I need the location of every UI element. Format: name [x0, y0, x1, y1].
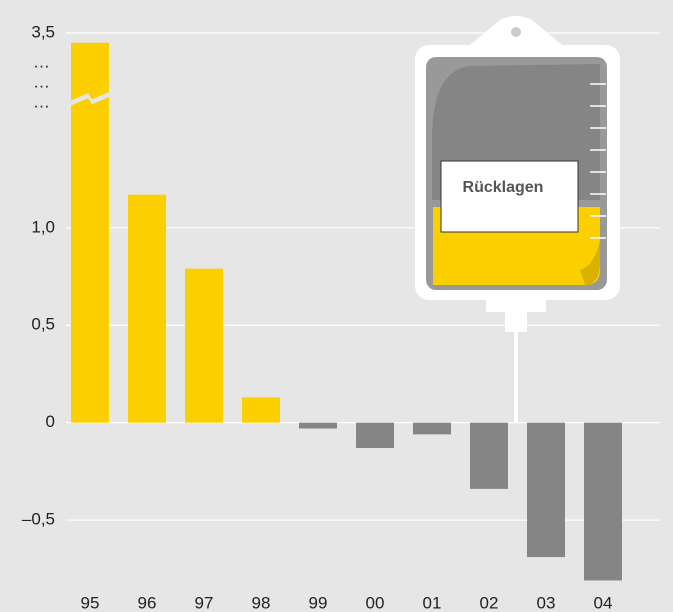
hanger-hole: [511, 27, 521, 37]
connector: [505, 312, 527, 332]
bar: [584, 423, 622, 581]
annotation: Rücklagen: [463, 179, 544, 196]
bar: [242, 397, 280, 422]
x-tick-label: 97: [195, 593, 214, 612]
x-tick-label: 95: [81, 593, 100, 612]
bar: [470, 423, 508, 489]
bar: [356, 423, 394, 448]
y-tick-label: 3,5: [31, 22, 55, 41]
x-tick-label: 02: [480, 593, 499, 612]
bar: [128, 195, 166, 423]
y-tick-label: 0: [46, 412, 55, 431]
x-tick-label: 01: [423, 593, 442, 612]
x-tick-label: 04: [594, 593, 613, 612]
break-label: …: [33, 92, 50, 111]
x-tick-label: 03: [537, 593, 556, 612]
connector: [486, 298, 546, 312]
y-tick-label: 0,5: [31, 315, 55, 334]
x-tick-label: 99: [309, 593, 328, 612]
page: 3,51,00,50–0,595969798990001020304……… Rü…: [0, 0, 673, 612]
chart: 3,51,00,50–0,595969798990001020304……… Rü…: [0, 0, 673, 612]
x-tick-label: 98: [252, 593, 271, 612]
label-box: [441, 161, 578, 232]
y-tick-label: 1,0: [31, 217, 55, 236]
x-tick-label: 00: [366, 593, 385, 612]
x-tick-label: 96: [138, 593, 157, 612]
break-label: …: [33, 52, 50, 71]
bar: [299, 423, 337, 429]
bar: [413, 423, 451, 435]
y-tick-label: –0,5: [22, 510, 55, 529]
bar: [527, 423, 565, 557]
break-label: …: [33, 72, 50, 91]
bar: [185, 269, 223, 423]
